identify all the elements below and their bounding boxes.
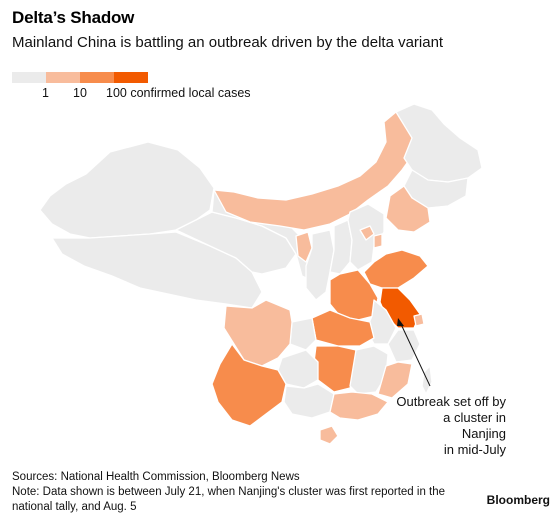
data-note-line-2: national tally, and Aug. 5 [12, 501, 137, 513]
bloomberg-logo: Bloomberg [486, 493, 550, 507]
province-anhui [365, 299, 397, 345]
legend-swatch-0 [12, 72, 46, 83]
province-guangdong [329, 391, 389, 421]
province-shandong [363, 249, 429, 289]
annotation-line-2: a cluster in Nanjing [443, 410, 506, 441]
legend-labels: 1 10 100 confirmed local cases [12, 86, 332, 102]
province-shaanxi [305, 229, 335, 301]
province-fujian [377, 361, 413, 399]
province-tibet [51, 231, 263, 309]
legend-label-100: 100 confirmed local cases [106, 86, 251, 100]
color-legend: 1 10 100 confirmed local cases [12, 72, 332, 102]
legend-swatch-3 [114, 72, 148, 83]
legend-swatch-1 [46, 72, 80, 83]
chart-title: Delta’s Shadow [12, 8, 135, 27]
nanjing-annotation: Outbreak set off by a cluster in Nanjing… [396, 394, 506, 458]
source-note: Sources: National Health Commission, Blo… [12, 471, 300, 483]
legend-swatch-2 [80, 72, 114, 83]
province-hainan [319, 425, 339, 445]
province-shanghai [413, 313, 425, 327]
province-guangxi [283, 383, 335, 419]
province-liaoning [385, 185, 431, 233]
legend-label-1: 1 [42, 86, 49, 100]
chart-subtitle: Mainland China is battling an outbreak d… [12, 34, 444, 51]
legend-label-10: 10 [73, 86, 87, 100]
province-tianjin [373, 233, 383, 249]
data-note-line-1: Note: Data shown is between July 21, whe… [12, 486, 446, 498]
province-beijing [359, 225, 375, 241]
annotation-leader-line [399, 321, 431, 387]
province-chongqing [289, 317, 317, 351]
province-heilongjiang [395, 103, 483, 183]
legend-swatches [12, 72, 332, 83]
annotation-line-1: Outbreak set off by [396, 394, 506, 409]
annotation-arrowhead [397, 318, 404, 326]
province-yunnan [211, 343, 287, 427]
chart-footer: Sources: National Health Commission, Blo… [12, 470, 462, 515]
province-hubei [311, 309, 375, 347]
province-sichuan [223, 299, 293, 367]
annotation-line-3: in mid-July [443, 442, 506, 457]
